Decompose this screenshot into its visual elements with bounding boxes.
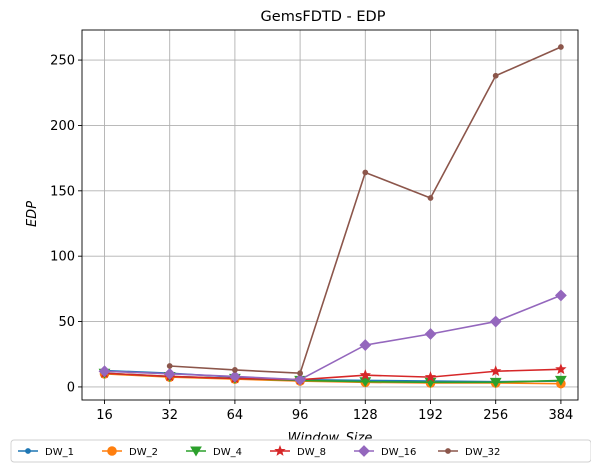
data-point <box>359 369 371 380</box>
data-point <box>427 195 434 201</box>
legend-item: DW_4 <box>186 446 242 458</box>
data-point <box>163 367 176 380</box>
legend-label: DW_1 <box>45 447 74 458</box>
legend-marker <box>25 448 31 454</box>
ticks: 16 32 64 96 128 192 256 384 0 50 100 150 200 250 <box>50 54 573 423</box>
legend-item: DW_16 <box>354 445 416 458</box>
data-point <box>228 370 241 383</box>
y-tick-label: 0 <box>67 380 75 395</box>
legend-label: DW_8 <box>297 447 326 458</box>
x-tick-label: 192 <box>418 408 443 423</box>
series-dw-32 <box>166 44 564 377</box>
y-tick-label: 250 <box>50 54 75 69</box>
chart-title: GemsFDTD - EDP <box>261 9 386 25</box>
data-point <box>424 371 437 382</box>
grid <box>82 30 578 400</box>
data-point <box>359 339 372 351</box>
data-point <box>98 365 111 378</box>
legend-label: DW_4 <box>213 447 242 458</box>
data-point <box>558 44 564 50</box>
x-tick-label: 128 <box>353 408 378 423</box>
series-dw-16 <box>98 289 567 386</box>
data-point <box>362 169 369 176</box>
series-line <box>104 368 561 381</box>
legend-marker <box>107 446 117 456</box>
data-point <box>489 315 502 328</box>
x-tick-label: 32 <box>161 408 178 423</box>
data-point <box>294 373 307 386</box>
legend-marker <box>358 445 370 457</box>
legend-item: DW_1 <box>18 447 74 458</box>
legend-marker <box>190 446 202 457</box>
data-point <box>166 363 173 369</box>
data-point <box>297 370 304 377</box>
x-tick-label: 96 <box>292 408 309 423</box>
y-tick-label: 50 <box>58 315 75 330</box>
data-point <box>489 377 502 388</box>
data-point <box>554 289 567 302</box>
y-tick-label: 200 <box>50 119 75 134</box>
legend-marker <box>274 445 286 456</box>
data-point <box>490 365 502 377</box>
legend-item: DW_32 <box>438 447 500 458</box>
y-axis-title: EDP <box>25 201 40 227</box>
data-point <box>424 328 437 340</box>
legend: DW_1 DW_2 DW_4 DW_8 DW_16 DW_32 <box>10 439 591 463</box>
series-line <box>104 294 562 381</box>
x-tick-label: 384 <box>548 408 573 423</box>
data-point <box>555 375 567 386</box>
y-tick-label: 100 <box>50 250 75 265</box>
data-point <box>492 72 499 79</box>
legend-item: DW_8 <box>270 445 326 458</box>
series-layer <box>98 44 567 389</box>
legend-marker <box>445 448 451 454</box>
legend-label: DW_32 <box>465 447 500 458</box>
x-tick-label: 256 <box>483 408 508 423</box>
legend-box <box>10 439 591 463</box>
data-point <box>555 363 567 375</box>
x-tick-label: 64 <box>227 408 244 423</box>
plot-frame <box>81 29 579 401</box>
legend-label: DW_2 <box>129 447 158 458</box>
data-point <box>232 367 238 373</box>
legend-item: DW_2 <box>102 446 158 458</box>
legend-label: DW_16 <box>381 447 416 458</box>
y-tick-label: 150 <box>50 184 75 199</box>
x-tick-label: 16 <box>96 408 113 423</box>
